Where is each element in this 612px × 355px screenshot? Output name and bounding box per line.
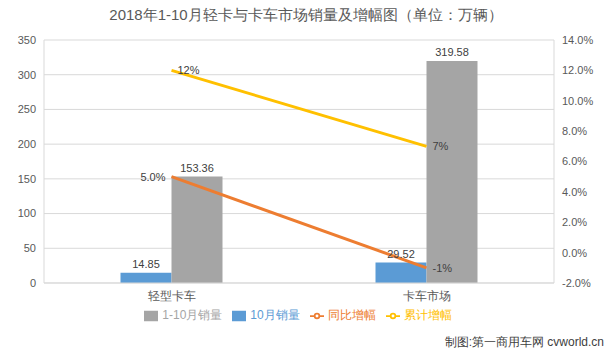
svg-text:350: 350	[18, 34, 36, 46]
svg-text:200: 200	[18, 138, 36, 150]
svg-text:300: 300	[18, 69, 36, 81]
svg-text:12.0%: 12.0%	[562, 64, 593, 76]
html-text:制图:第一商用车网 cvworld.cn: 制图:第一商用车网 cvworld.cn	[444, 335, 604, 349]
svg-text:10.0%: 10.0%	[562, 95, 593, 107]
svg-text:153.36: 153.36	[180, 162, 214, 174]
svg-text:14.0%: 14.0%	[562, 34, 593, 46]
html-text:同比增幅: 同比增幅	[327, 308, 376, 322]
html-text:1-10月销量: 1-10月销量	[162, 308, 223, 322]
svg-text:0.0%: 0.0%	[562, 247, 587, 259]
svg-text:0: 0	[30, 277, 36, 289]
svg-text:轻型卡车: 轻型卡车	[148, 289, 196, 303]
svg-text:-2.0%: -2.0%	[562, 277, 591, 289]
svg-text:5.0%: 5.0%	[140, 171, 165, 183]
svg-text:29.52: 29.52	[387, 248, 415, 260]
svg-text:319.58: 319.58	[435, 46, 469, 58]
svg-text:6.0%: 6.0%	[562, 155, 587, 167]
svg-text:8.0%: 8.0%	[562, 125, 587, 137]
svg-text:50: 50	[24, 242, 36, 254]
svg-text:-1%: -1%	[433, 262, 453, 274]
svg-text:150: 150	[18, 173, 36, 185]
svg-text:14.85: 14.85	[132, 258, 160, 270]
svg-text:2.0%: 2.0%	[562, 216, 587, 228]
svg-text:卡车市场: 卡车市场	[403, 289, 451, 303]
svg-text:100: 100	[18, 207, 36, 219]
svg-text:7%: 7%	[433, 140, 449, 152]
svg-text:250: 250	[18, 103, 36, 115]
html-text:10月销量: 10月销量	[250, 308, 300, 322]
html-text:2018年1-10月轻卡与卡车市场销量及增幅图（单位：万辆）: 2018年1-10月轻卡与卡车市场销量及增幅图（单位：万辆）	[109, 6, 503, 23]
html-text:累计增幅: 累计增幅	[403, 308, 452, 322]
svg-text:4.0%: 4.0%	[562, 186, 587, 198]
svg-text:12%: 12%	[178, 64, 200, 76]
